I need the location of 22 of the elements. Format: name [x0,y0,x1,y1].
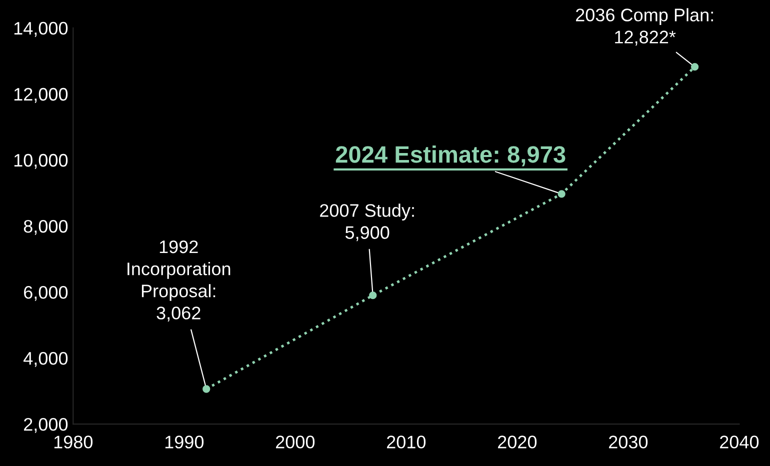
point [558,190,566,198]
annotation: 1992 Incorporation Proposal: 3,062 [128,240,230,322]
point [690,63,699,71]
annotation: 2036 Comp Plan: 12,822* [576,8,713,46]
point [202,385,210,393]
y-tick-label: 12,000 [14,88,68,103]
y-tick-label: 2,000 [24,418,68,433]
annotation: 2007 Study: 5,900 [320,204,414,242]
x-tick-label: 1990 [165,436,204,448]
x-tick-label: 2020 [498,436,537,448]
y-tick-label: 6,000 [24,286,68,301]
x-tick-label: 2000 [276,436,315,448]
x-tick-label: 2030 [609,436,648,448]
x-tick-label: 2010 [387,436,426,448]
y-tick-label: 4,000 [24,352,68,367]
annotation: 2024 Estimate: 8,973 [336,145,566,166]
x-tick-label: 1980 [54,436,93,448]
point [369,292,377,300]
y-tick-label: 10,000 [14,154,68,169]
x-tick-label: 2040 [720,436,759,448]
y-tick-label: 14,000 [14,22,68,37]
y-tick-label: 8,000 [24,220,68,235]
